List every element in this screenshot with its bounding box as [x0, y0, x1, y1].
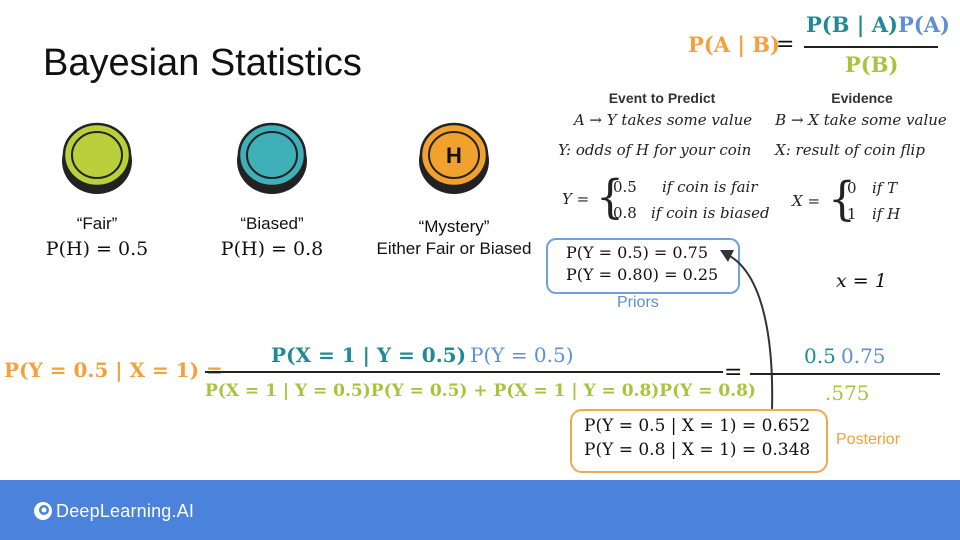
- posterior-line-1: P(Y = 0.5 | X = 1) = 0.652: [584, 416, 811, 436]
- rhs-num-b: 0.75: [841, 344, 886, 368]
- bayes-prior: P(A): [897, 12, 950, 37]
- evidence-case-1-cond: if T: [872, 179, 898, 197]
- mystery-coin-symbol: H: [446, 143, 462, 168]
- coin-label-mystery: “Mystery”: [418, 217, 490, 236]
- posterior-line-2: P(Y = 0.8 | X = 1) = 0.348: [584, 440, 811, 460]
- rhs-num-a: 0.5: [804, 344, 836, 368]
- rhs-denominator: .575: [825, 381, 870, 405]
- bayes-fraction-bar: [804, 46, 938, 48]
- deeplearning-logo-icon: [34, 502, 52, 520]
- biased-coin-icon: [237, 122, 307, 194]
- priors-box: [546, 238, 740, 294]
- posterior-label: Posterior: [836, 431, 901, 448]
- coins-graphic: H: [62, 122, 489, 194]
- slide-title: Bayesian Statistics: [43, 42, 362, 84]
- main-equals-2: =: [724, 360, 743, 385]
- brand-name: DeepLearning.AI: [56, 501, 195, 521]
- event-case-1-value: 0.5: [613, 178, 637, 196]
- coin-label-biased: “Biased”: [240, 214, 304, 233]
- evidence-cases-brace: {: [828, 172, 856, 227]
- evidence-header: Evidence: [831, 90, 893, 106]
- event-cases-lhs: Y =: [562, 190, 590, 208]
- update-arrow: [720, 250, 774, 411]
- evidence-case-1-value: 0: [847, 179, 857, 197]
- bayes-rule: P(A | B) = P(B | A)P(A) P(B): [688, 12, 950, 82]
- bayes-likelihood: P(B | A): [806, 12, 898, 37]
- event-line-1: A → Y takes some value: [573, 111, 753, 129]
- bayes-rule-numerator: P(B | A)P(A): [806, 12, 950, 37]
- prior-line-1: P(Y = 0.5) = 0.75: [566, 243, 709, 262]
- footer-bar: [0, 480, 960, 540]
- evidence-cases-lhs: X =: [792, 192, 821, 210]
- fair-coin-icon: [62, 122, 132, 194]
- observed-evidence: x = 1: [836, 270, 887, 292]
- coin-label-fair: “Fair”: [76, 214, 118, 233]
- evidence-case-2-cond: if H: [872, 205, 901, 223]
- bayes-rule-equals: =: [776, 32, 795, 57]
- priors-label: Priors: [617, 294, 659, 311]
- mystery-coin-icon: H: [419, 122, 489, 194]
- event-cases-brace: {: [596, 170, 624, 225]
- event-case-2-cond: if coin is biased: [651, 204, 770, 222]
- coin-prob-biased: P(H) = 0.8: [220, 238, 324, 260]
- coin-prob-mystery: Either Fair or Biased: [376, 239, 532, 258]
- main-num-prior: P(Y = 0.5): [470, 343, 574, 367]
- bayes-evidence: P(B): [845, 52, 899, 77]
- event-case-2-value: 0.8: [613, 204, 637, 222]
- main-denominator: P(X = 1 | Y = 0.5)P(Y = 0.5) + P(X = 1 |…: [205, 381, 756, 401]
- rhs-fraction-bar: [750, 373, 940, 375]
- evidence-line-2: X: result of coin flip: [775, 141, 925, 159]
- event-case-1-cond: if coin is fair: [662, 178, 758, 196]
- main-num-likelihood: P(X = 1 | Y = 0.5): [271, 343, 467, 367]
- event-header: Event to Predict: [608, 90, 716, 106]
- main-fraction-bar: [205, 371, 723, 373]
- evidence-case-2-value: 1: [847, 205, 857, 223]
- posterior-lhs: P(Y = 0.5 | X = 1) =: [4, 358, 223, 382]
- evidence-line-1: B → X take some value: [775, 111, 947, 129]
- coin-prob-fair: P(H) = 0.5: [45, 238, 149, 260]
- event-line-2: Y: odds of H for your coin: [558, 141, 752, 159]
- arrow-head-icon: [720, 250, 734, 262]
- prior-line-2: P(Y = 0.80) = 0.25: [566, 265, 719, 284]
- bayes-rule-lhs: P(A | B): [688, 32, 780, 57]
- posterior-box: [570, 409, 828, 473]
